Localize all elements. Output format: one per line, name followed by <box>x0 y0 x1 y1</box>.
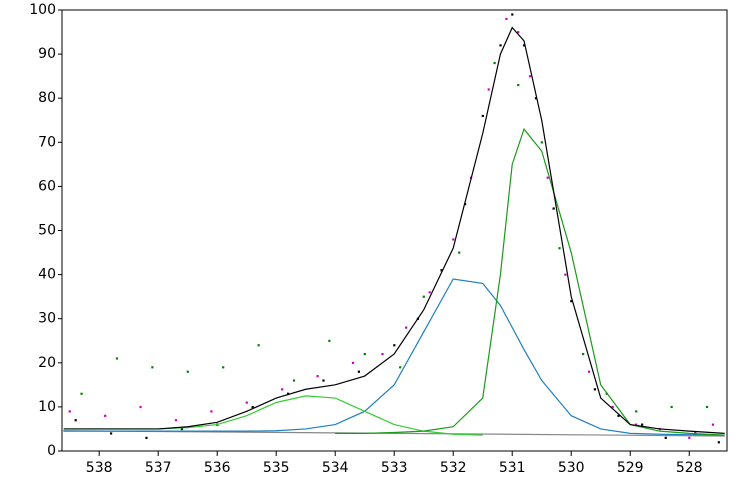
data-point <box>458 251 461 254</box>
y-tick-label: 60 <box>38 178 56 194</box>
data-point <box>286 392 290 395</box>
x-tick-label: 537 <box>145 460 172 476</box>
data-point <box>511 13 514 16</box>
data-point <box>587 370 591 373</box>
data-point <box>440 269 443 272</box>
data-point <box>328 339 331 342</box>
data-point <box>505 17 508 21</box>
data-point <box>151 366 154 369</box>
data-point <box>251 405 254 409</box>
curve <box>63 26 725 434</box>
data-point <box>68 410 71 413</box>
data-point <box>517 31 520 34</box>
data-point <box>292 379 296 382</box>
curve <box>335 127 725 436</box>
data-point <box>617 414 620 417</box>
y-tick-label: 50 <box>38 223 56 239</box>
data-point <box>351 361 355 364</box>
x-tick-label: 530 <box>558 460 585 476</box>
data-point <box>399 366 402 369</box>
data-point <box>257 344 260 347</box>
data-point <box>381 352 384 356</box>
x-tick-label: 528 <box>676 460 703 476</box>
data-point <box>534 97 538 100</box>
data-point <box>109 432 113 435</box>
data-point <box>145 436 148 439</box>
data-point <box>611 405 614 409</box>
data-point <box>528 75 532 78</box>
data-point <box>393 344 396 347</box>
data-point <box>552 207 555 210</box>
data-point <box>635 423 638 426</box>
data-point <box>487 88 490 91</box>
data-point <box>717 441 720 444</box>
data-point <box>115 357 119 360</box>
data-point <box>80 392 83 395</box>
y-tick-label: 90 <box>38 46 56 62</box>
data-point <box>139 405 142 409</box>
y-tick-label: 30 <box>38 311 56 327</box>
data-point <box>357 370 361 373</box>
y-tick-label: 100 <box>29 2 56 18</box>
x-tick-label: 529 <box>617 460 644 476</box>
curve <box>63 278 725 436</box>
x-tick-label: 536 <box>204 460 231 476</box>
data-point <box>540 141 543 144</box>
data-point <box>222 366 225 369</box>
data-point <box>322 379 325 382</box>
data-point <box>428 291 431 294</box>
data-point <box>523 44 526 47</box>
data-point <box>635 410 638 413</box>
y-tick-label: 40 <box>38 267 56 283</box>
data-point <box>210 410 213 413</box>
data-point <box>664 436 667 439</box>
data-point <box>186 370 189 373</box>
data-point <box>281 388 284 391</box>
data-point <box>363 352 366 356</box>
data-point <box>405 326 408 329</box>
x-tick-label: 535 <box>263 460 290 476</box>
x-tick-label: 531 <box>499 460 526 476</box>
data-point <box>422 295 425 298</box>
y-tick-label: 80 <box>38 90 56 106</box>
data-point <box>499 44 502 47</box>
data-point <box>316 375 319 378</box>
x-tick-label: 538 <box>86 460 113 476</box>
data-point <box>180 427 183 431</box>
x-tick-label: 533 <box>381 460 408 476</box>
data-point <box>174 419 178 422</box>
x-tick-label: 532 <box>440 460 467 476</box>
data-point <box>517 83 520 87</box>
data-point <box>564 273 567 276</box>
data-point <box>452 238 455 241</box>
data-point <box>570 300 573 303</box>
data-point <box>481 114 484 118</box>
data-point <box>74 419 77 422</box>
data-point <box>641 423 644 426</box>
data-point <box>493 61 496 65</box>
y-tick-label: 0 <box>47 443 56 459</box>
y-tick-label: 10 <box>38 399 56 415</box>
data-point <box>558 247 561 250</box>
data-point <box>546 176 549 179</box>
x-tick-label: 534 <box>322 460 349 476</box>
data-point <box>711 423 715 426</box>
y-tick-label: 70 <box>38 134 56 150</box>
data-point <box>688 436 691 439</box>
data-point <box>670 405 673 409</box>
data-point <box>104 414 107 417</box>
y-tick-label: 20 <box>38 355 56 371</box>
data-point <box>593 388 597 391</box>
data-point <box>705 405 709 409</box>
plot-frame <box>61 9 728 452</box>
data-point <box>582 352 585 356</box>
data-point <box>245 401 248 404</box>
